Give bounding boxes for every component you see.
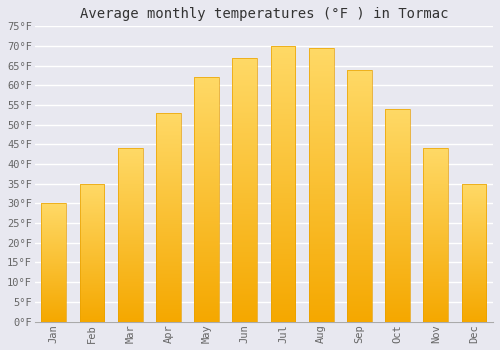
Bar bbox=[347, 70, 372, 322]
Bar bbox=[462, 184, 486, 322]
Bar bbox=[42, 203, 66, 322]
Bar bbox=[232, 58, 257, 322]
Title: Average monthly temperatures (°F ) in Tormac: Average monthly temperatures (°F ) in To… bbox=[80, 7, 448, 21]
Bar bbox=[194, 77, 219, 322]
Bar bbox=[424, 148, 448, 322]
Bar bbox=[270, 46, 295, 322]
Bar bbox=[385, 109, 410, 322]
Bar bbox=[80, 184, 104, 322]
Bar bbox=[156, 113, 181, 322]
Bar bbox=[118, 148, 142, 322]
Bar bbox=[309, 48, 334, 322]
